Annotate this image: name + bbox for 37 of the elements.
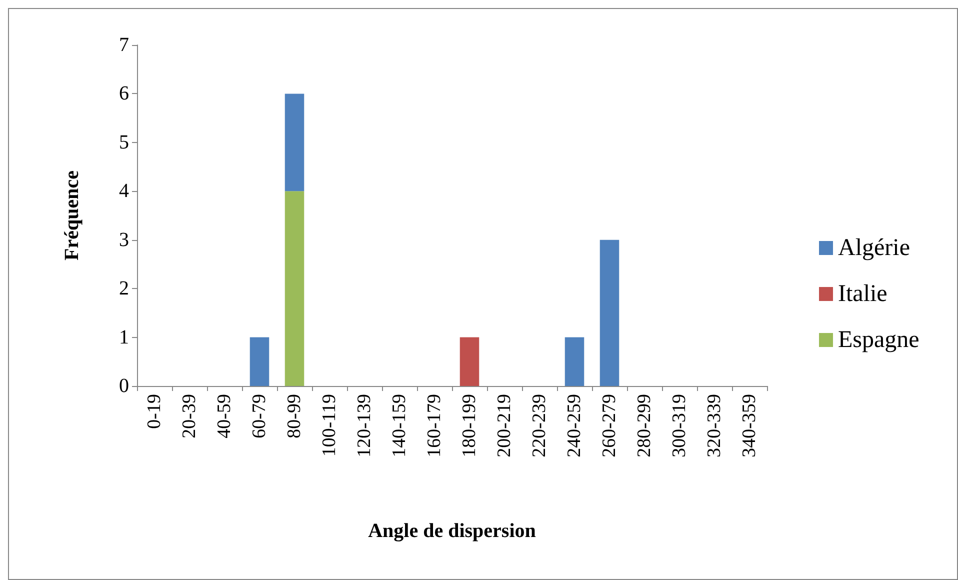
y-tick-label: 4 [119,180,129,202]
x-tick-label: 40-59 [214,394,235,438]
x-tick-label: 340-359 [739,394,760,458]
x-tick-label: 60-79 [249,394,270,438]
y-tick-label: 1 [119,326,129,348]
bar [600,240,620,386]
y-tick-label: 5 [119,131,129,154]
x-tick-label: 180-199 [459,394,480,458]
x-tick-label: 300-319 [669,394,690,458]
y-tick-label: 3 [119,228,129,251]
x-tick-label: 280-299 [634,394,655,458]
x-axis-title: Angle de dispersion [368,520,536,542]
bar [284,191,304,386]
bar [250,337,270,386]
x-tick-label: 120-139 [354,394,375,458]
x-tick-label: 240-259 [564,394,585,458]
x-tick-label: 0-19 [144,394,165,429]
y-tick-label: 6 [119,82,129,105]
y-tick-label: 7 [119,34,129,56]
legend-label: Espagne [838,327,920,353]
bar [284,94,304,192]
x-tick-label: 80-99 [284,394,305,438]
x-tick-label: 220-239 [529,394,550,458]
x-tick-label: 140-159 [389,394,410,458]
bar [460,337,480,386]
x-tick-label: 200-219 [494,394,515,458]
x-tick-label: 100-119 [319,394,340,457]
x-tick-label: 160-179 [424,394,445,458]
x-tick-label: 20-39 [179,394,200,438]
legend-label: Algérie [838,235,910,261]
y-axis-title: Fréquence [61,170,83,260]
y-tick-label: 0 [119,375,129,397]
x-tick-label: 260-279 [599,394,620,458]
x-tick-label: 320-339 [704,394,725,458]
y-tick-label: 2 [119,278,129,300]
bar [564,337,584,386]
legend-label: Italie [838,281,888,307]
